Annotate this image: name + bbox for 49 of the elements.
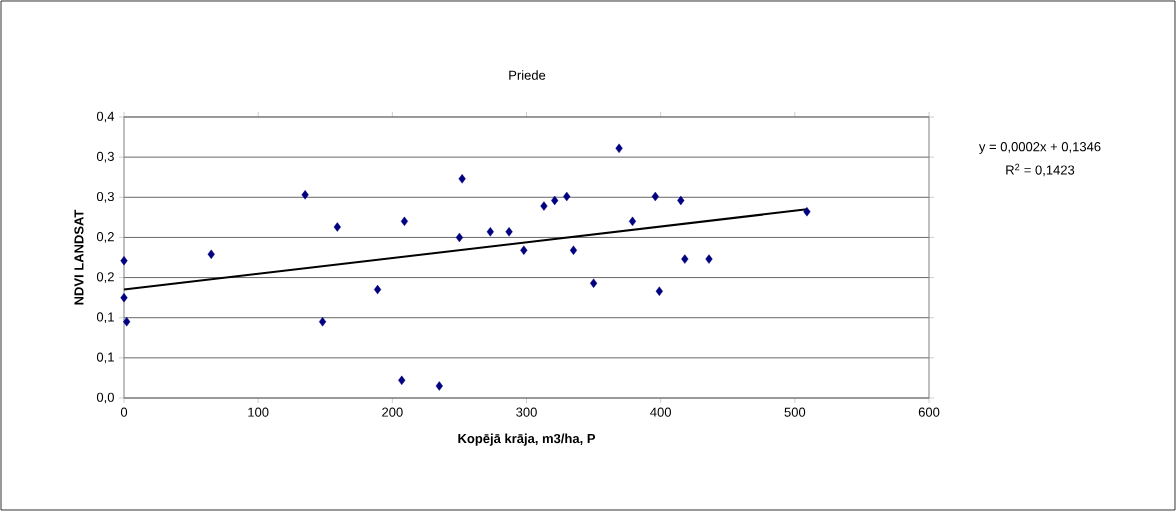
- x-tick-label: 0: [120, 407, 128, 417]
- point: [551, 195, 559, 206]
- point: [590, 278, 598, 288]
- point: [615, 143, 623, 154]
- point: [207, 249, 215, 259]
- point: [540, 201, 548, 211]
- point: [486, 227, 494, 237]
- point: [520, 245, 528, 255]
- point: [333, 222, 341, 232]
- text: R$^{2}$ = 0,1423: [1006, 163, 1075, 177]
- point: [563, 191, 571, 202]
- point: [455, 232, 463, 243]
- point: [681, 254, 689, 264]
- x-tick-label: 300: [516, 407, 537, 417]
- point: [705, 254, 713, 264]
- point: [677, 195, 685, 206]
- point: [400, 216, 408, 227]
- y-tick-label: 0,4: [96, 111, 115, 123]
- point: [374, 284, 382, 295]
- y-tick-label: 0,2: [96, 272, 114, 283]
- point: [505, 227, 513, 237]
- point: [651, 191, 659, 202]
- point: [301, 190, 309, 200]
- y-tick-label: 0,3: [96, 191, 114, 203]
- point: [120, 256, 128, 266]
- point: [628, 216, 637, 227]
- y-tick-label: 0,2: [96, 232, 114, 243]
- point: [123, 317, 131, 327]
- x-tick-label: 500: [784, 407, 806, 417]
- y-tick-label: 0,1: [96, 312, 114, 324]
- point: [120, 292, 128, 303]
- y-tick-label: 0,3: [96, 151, 114, 163]
- point: [458, 174, 466, 184]
- point: [398, 375, 406, 386]
- y-tick-label: 0,1: [96, 352, 114, 364]
- point: [319, 317, 327, 327]
- y-axis-title: NDVI LANDSAT: [74, 209, 84, 305]
- x-tick-label: 200: [382, 407, 403, 417]
- point: [655, 286, 663, 296]
- point: [569, 245, 578, 255]
- y-tick-label: 0,0: [96, 392, 114, 404]
- x-axis-title: Kopējā krāja, m3/ha, P: [458, 433, 596, 446]
- point: [803, 207, 811, 217]
- chart-title: Priede: [509, 70, 546, 80]
- x-tick-label: 600: [918, 407, 940, 417]
- x-tick-label: 100: [248, 407, 269, 417]
- x-tick-label: 400: [650, 407, 672, 417]
- text: y = 0,0002x + 0,1346: [978, 142, 1101, 154]
- point: [435, 381, 443, 391]
